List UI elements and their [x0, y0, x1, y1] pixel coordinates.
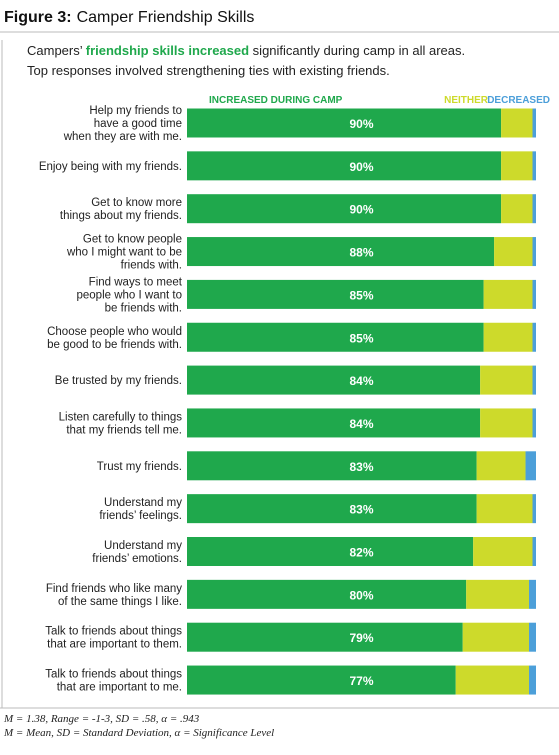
- bar-segment: [532, 322, 536, 352]
- bar-segment: [525, 451, 536, 481]
- category-label: Help my friends to have a good time when t…: [63, 105, 182, 143]
- value-label: 88%: [349, 246, 373, 260]
- bar-segment: [532, 194, 536, 224]
- subtitle: Top responses involved strengthening tie…: [27, 63, 390, 78]
- bar-segment: [187, 279, 484, 309]
- bar-segment: [187, 322, 484, 352]
- bar-segment: [187, 108, 502, 138]
- value-label: 85%: [349, 288, 373, 302]
- subtitle: Campers’ friendship skills increased sig…: [27, 43, 465, 58]
- category-label: Understand my friends’ emotions.: [92, 540, 182, 565]
- category-label: Trust my friends.: [97, 461, 182, 473]
- legend-label: INCREASED DURING CAMP: [209, 95, 343, 106]
- bar-segment: [480, 408, 533, 438]
- bar-segment: [187, 494, 477, 524]
- bar-segment: [473, 537, 533, 566]
- subtitle-highlight: friendship skills increased: [86, 43, 249, 58]
- value-label: 90%: [349, 117, 373, 131]
- bar-segment: [187, 665, 456, 695]
- figure-label: Figure 3:: [4, 9, 72, 26]
- bar-segment: [455, 665, 530, 695]
- value-label: 79%: [349, 631, 373, 645]
- bar-segment: [483, 279, 533, 309]
- bar-segment: [532, 279, 536, 309]
- category-label: Choose people who would be good to be fri…: [47, 326, 182, 351]
- bar-segment: [532, 108, 536, 138]
- bar-segment: [532, 365, 536, 395]
- bar-segment: [501, 108, 533, 138]
- bar-segment: [529, 622, 536, 652]
- category-label: Find friends who like many of the same th…: [46, 583, 182, 608]
- value-label: 85%: [349, 331, 373, 345]
- bar-segment: [187, 451, 477, 481]
- bar-segment: [187, 151, 502, 181]
- subtitle-part: Campers’: [27, 43, 86, 58]
- category-label: Find ways to meet people who I want to be …: [77, 276, 183, 314]
- bar-segment: [476, 494, 533, 524]
- bar-segment: [187, 237, 495, 267]
- bar-segment: [187, 194, 502, 224]
- bar-segment: [187, 408, 481, 438]
- bar-segment: [494, 237, 533, 267]
- bar-segment: [532, 237, 536, 267]
- value-label: 83%: [349, 503, 373, 517]
- bar-segment: [532, 151, 536, 181]
- value-label: 82%: [349, 546, 373, 560]
- value-label: 84%: [349, 417, 373, 431]
- bar-segment: [480, 365, 533, 395]
- bar-segment: [187, 622, 463, 652]
- bar-segment: [187, 537, 474, 566]
- value-label: 90%: [349, 203, 373, 217]
- legend-label: NEITHER: [444, 95, 489, 106]
- value-label: 90%: [349, 160, 373, 174]
- category-label: Get to know people who I might want to be…: [66, 234, 182, 272]
- bar-segment: [501, 194, 533, 224]
- value-label: 80%: [349, 588, 373, 602]
- bar-segment: [529, 579, 536, 609]
- category-label: Enjoy being with my friends.: [39, 161, 182, 173]
- category-label: Talk to friends about things that are imp…: [45, 626, 182, 651]
- bar-segment: [501, 151, 533, 181]
- value-label: 83%: [349, 460, 373, 474]
- category-label: Talk to friends about things that are imp…: [45, 669, 182, 694]
- value-label: 84%: [349, 374, 373, 388]
- bar-segment: [532, 494, 536, 524]
- chart-title: Camper Friendship Skills: [77, 9, 255, 26]
- bar-segment: [532, 408, 536, 438]
- category-label: Listen carefully to things that my friend…: [59, 411, 183, 436]
- footnote: M = 1.38, Range = -1-3, SD = .58, α = .9…: [3, 713, 200, 725]
- subtitle-part: significantly during camp in all areas.: [249, 43, 465, 58]
- bar-segment: [483, 322, 533, 352]
- bar-segment: [529, 665, 536, 695]
- category-label: Get to know more things about my friends.: [60, 197, 182, 222]
- value-label: 77%: [349, 674, 373, 688]
- bar-segment: [187, 579, 467, 609]
- category-label: Be trusted by my friends.: [55, 375, 182, 387]
- bar-segment: [466, 579, 530, 609]
- bar-segment: [532, 537, 536, 566]
- category-label: Understand my friends’ feelings.: [99, 497, 182, 522]
- chart-heading: Figure 3: Camper Friendship Skills: [4, 9, 254, 26]
- legend-label: DECREASED: [487, 95, 550, 106]
- footnote: M = Mean, SD = Standard Deviation, α = S…: [3, 727, 274, 739]
- bar-segment: [462, 622, 530, 652]
- bar-segment: [187, 365, 481, 395]
- bar-segment: [476, 451, 526, 481]
